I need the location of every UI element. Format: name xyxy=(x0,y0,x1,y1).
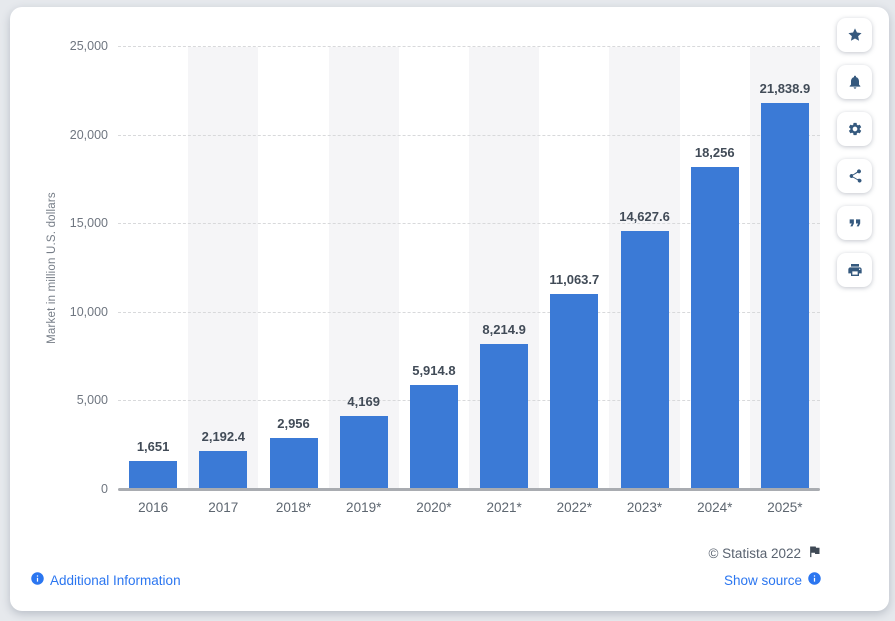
category-column: 1,651 2016 xyxy=(118,47,188,515)
bar[interactable] xyxy=(760,103,809,490)
settings-button[interactable] xyxy=(837,112,872,146)
x-tick-label: 2023* xyxy=(626,500,663,515)
y-tick-label: 0 xyxy=(101,482,108,496)
gridline xyxy=(118,400,820,402)
x-tick-label: 2018* xyxy=(275,500,312,515)
print-button[interactable] xyxy=(837,253,872,287)
gridline xyxy=(118,223,820,225)
x-tick-label: 2025* xyxy=(767,500,803,515)
additional-information-label: Additional Information xyxy=(50,572,181,588)
favorite-button[interactable] xyxy=(837,18,872,52)
gridline xyxy=(118,134,820,136)
gridline xyxy=(118,46,820,47)
y-axis-ticks: 0 5,000 10,000 15,000 20,000 25,000 xyxy=(10,39,108,496)
y-tick-label: 10,000 xyxy=(69,304,108,319)
x-tick-label: 2021* xyxy=(486,500,522,515)
bar[interactable] xyxy=(339,416,388,490)
share-button[interactable] xyxy=(837,159,872,193)
bar[interactable] xyxy=(690,166,739,490)
bar[interactable] xyxy=(129,460,178,490)
category-column: 18,256 2024* xyxy=(680,47,750,515)
show-source-link[interactable]: Show source xyxy=(724,571,822,589)
bar[interactable] xyxy=(480,344,529,490)
category-column: 2,956 2018* xyxy=(258,47,328,515)
additional-information-link[interactable]: Additional Information xyxy=(30,571,181,589)
cite-button[interactable] xyxy=(837,206,872,240)
category-column: 21,838.9 2025* xyxy=(750,47,820,515)
bar[interactable] xyxy=(620,230,669,490)
y-tick-label: 20,000 xyxy=(69,127,108,142)
print-icon xyxy=(847,262,863,278)
x-axis-line xyxy=(118,488,820,491)
bar[interactable] xyxy=(550,293,599,490)
info-icon xyxy=(30,571,45,589)
gear-icon xyxy=(847,121,863,137)
bar-value-label: 1,651 xyxy=(136,438,170,454)
bar-value-label: 2,192.4 xyxy=(201,429,245,445)
bar-value-label: 21,838.9 xyxy=(759,81,811,97)
copyright-note: © Statista 2022 xyxy=(708,544,822,562)
category-column: 2,192.4 2017 xyxy=(188,47,258,515)
bar-value-label: 2,956 xyxy=(277,415,310,431)
bar[interactable] xyxy=(409,385,458,490)
copyright-label: © Statista 2022 xyxy=(708,545,801,561)
column-stripe xyxy=(188,47,259,490)
x-tick-label: 2019* xyxy=(346,500,382,515)
bar[interactable] xyxy=(199,451,248,490)
gridlines xyxy=(118,46,820,490)
star-icon xyxy=(847,27,863,43)
y-tick-label: 15,000 xyxy=(69,216,108,231)
bar-value-label: 4,169 xyxy=(347,394,380,410)
info-icon xyxy=(807,571,822,589)
bar-value-label: 5,914.8 xyxy=(412,363,456,379)
plot-area: 1,651 2016 2,192.4 2017 2,956 2018* 4,169 2019*… xyxy=(118,46,821,515)
y-tick-label: 25,000 xyxy=(69,39,108,53)
category-column: 5,914.8 2020* xyxy=(399,47,469,515)
share-icon xyxy=(847,168,863,184)
bar-columns: 1,651 2016 2,192.4 2017 2,956 2018* 4,169 2019*… xyxy=(118,47,820,515)
y-tick-label: 5,000 xyxy=(76,393,108,408)
bell-icon xyxy=(847,74,863,90)
show-source-label: Show source xyxy=(723,572,802,588)
category-column: 14,627.6 2023* xyxy=(609,47,679,515)
category-column: 11,063.7 2022* xyxy=(539,47,609,515)
bar-value-label: 18,256 xyxy=(694,144,735,160)
gridline xyxy=(118,311,820,313)
action-toolbar xyxy=(837,18,872,287)
bar[interactable] xyxy=(269,437,318,490)
x-tick-label: 2016 xyxy=(138,500,169,515)
x-tick-label: 2017 xyxy=(208,500,239,515)
bar-value-label: 8,214.9 xyxy=(482,322,526,338)
category-column: 8,214.9 2021* xyxy=(469,47,539,515)
quote-icon xyxy=(847,215,863,231)
x-tick-label: 2024* xyxy=(697,500,733,515)
chart-card: Market in million U.S. dollars 0 5,000 10,… xyxy=(10,7,889,611)
bar-value-label: 14,627.6 xyxy=(619,208,670,224)
category-column: 4,169 2019* xyxy=(329,47,399,515)
x-tick-label: 2020* xyxy=(416,500,452,515)
flag-icon xyxy=(807,544,822,562)
bar-value-label: 11,063.7 xyxy=(549,271,600,287)
x-tick-label: 2022* xyxy=(556,500,592,515)
alert-button[interactable] xyxy=(837,65,872,99)
